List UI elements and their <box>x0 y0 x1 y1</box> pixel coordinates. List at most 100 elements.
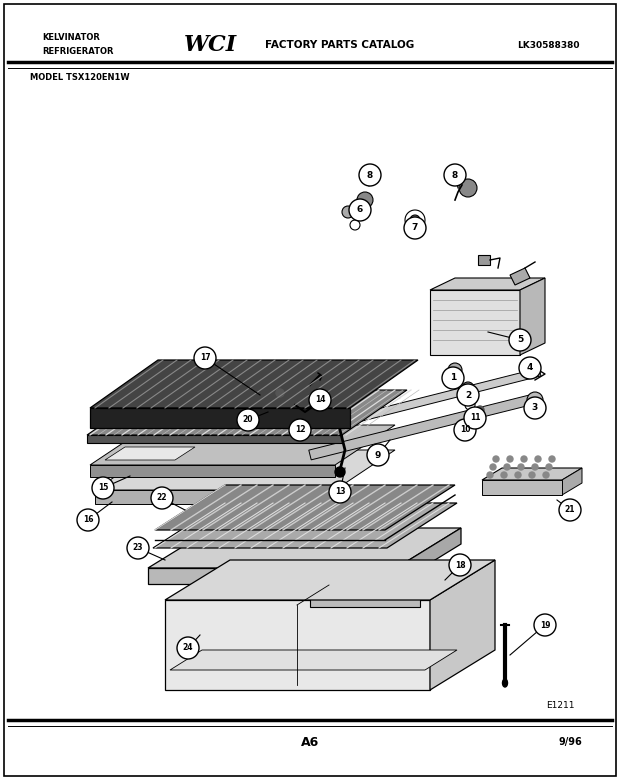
Text: LK30588380: LK30588380 <box>518 41 580 49</box>
Circle shape <box>487 472 493 478</box>
Circle shape <box>329 481 351 503</box>
Polygon shape <box>309 395 531 460</box>
Circle shape <box>501 472 507 478</box>
Text: FACTORY PARTS CATALOG: FACTORY PARTS CATALOG <box>265 40 414 50</box>
Text: WCI: WCI <box>184 34 237 56</box>
Circle shape <box>335 467 345 477</box>
Circle shape <box>276 389 284 397</box>
Circle shape <box>92 477 114 499</box>
Text: 22: 22 <box>157 494 167 502</box>
Circle shape <box>549 456 555 462</box>
Circle shape <box>504 464 510 470</box>
Polygon shape <box>430 560 495 690</box>
Circle shape <box>490 464 496 470</box>
Polygon shape <box>95 490 335 504</box>
Circle shape <box>442 367 464 389</box>
Polygon shape <box>520 278 545 355</box>
Text: 4: 4 <box>527 363 533 373</box>
Polygon shape <box>90 425 395 465</box>
Circle shape <box>464 407 486 429</box>
Text: A6: A6 <box>301 736 319 749</box>
Polygon shape <box>95 450 395 490</box>
Circle shape <box>405 210 425 230</box>
Polygon shape <box>153 503 457 548</box>
Ellipse shape <box>502 679 508 687</box>
Polygon shape <box>165 560 495 600</box>
Text: 20: 20 <box>243 416 253 424</box>
Circle shape <box>349 199 371 221</box>
Text: MODEL TSX120EN1W: MODEL TSX120EN1W <box>30 73 130 83</box>
Polygon shape <box>310 575 452 595</box>
Polygon shape <box>396 528 461 584</box>
Circle shape <box>357 192 373 208</box>
Text: 9: 9 <box>375 451 381 459</box>
Circle shape <box>518 464 524 470</box>
Circle shape <box>534 614 556 636</box>
Text: 5: 5 <box>517 335 523 345</box>
Polygon shape <box>148 568 396 584</box>
Text: 11: 11 <box>470 413 480 423</box>
Circle shape <box>127 537 149 559</box>
Text: E1211: E1211 <box>546 700 575 710</box>
Polygon shape <box>562 468 582 495</box>
Circle shape <box>342 206 354 218</box>
Text: 24: 24 <box>183 644 193 653</box>
Circle shape <box>177 637 199 659</box>
Polygon shape <box>310 595 420 607</box>
Text: 9/96: 9/96 <box>558 737 582 747</box>
Circle shape <box>462 382 474 394</box>
Circle shape <box>309 389 331 411</box>
Text: 12: 12 <box>294 426 305 434</box>
Circle shape <box>444 164 466 186</box>
Text: 18: 18 <box>454 561 466 569</box>
Text: KELVINATOR: KELVINATOR <box>42 34 100 42</box>
Polygon shape <box>430 290 520 355</box>
Polygon shape <box>90 360 418 408</box>
Text: 6: 6 <box>357 205 363 215</box>
Polygon shape <box>165 600 430 690</box>
Text: 23: 23 <box>133 544 143 552</box>
Circle shape <box>535 456 541 462</box>
Text: 1: 1 <box>450 374 456 382</box>
Circle shape <box>449 554 471 576</box>
Circle shape <box>524 397 546 419</box>
Circle shape <box>194 347 216 369</box>
Text: 2: 2 <box>465 391 471 399</box>
Circle shape <box>532 464 538 470</box>
Circle shape <box>515 472 521 478</box>
Bar <box>478 255 490 265</box>
Circle shape <box>448 363 462 377</box>
Text: 3: 3 <box>532 403 538 413</box>
Circle shape <box>454 419 476 441</box>
Circle shape <box>493 456 499 462</box>
Circle shape <box>476 406 484 414</box>
Circle shape <box>527 392 543 408</box>
Text: 16: 16 <box>82 516 93 524</box>
Text: 10: 10 <box>460 426 470 434</box>
Circle shape <box>546 464 552 470</box>
Polygon shape <box>482 480 562 495</box>
Circle shape <box>559 499 581 521</box>
Polygon shape <box>430 278 545 290</box>
Circle shape <box>507 456 513 462</box>
Circle shape <box>543 472 549 478</box>
Circle shape <box>521 456 527 462</box>
Text: 14: 14 <box>315 395 326 405</box>
Circle shape <box>529 472 535 478</box>
Polygon shape <box>482 468 582 480</box>
Circle shape <box>410 215 420 225</box>
Circle shape <box>519 357 541 379</box>
Polygon shape <box>155 485 455 530</box>
Circle shape <box>237 409 259 431</box>
Polygon shape <box>105 447 195 460</box>
Text: 19: 19 <box>540 621 551 629</box>
Polygon shape <box>510 268 530 285</box>
Text: 15: 15 <box>98 484 108 492</box>
Circle shape <box>77 509 99 531</box>
Polygon shape <box>148 528 461 568</box>
Circle shape <box>509 329 531 351</box>
Circle shape <box>289 419 311 441</box>
Circle shape <box>465 400 475 410</box>
Text: 7: 7 <box>412 224 418 232</box>
Polygon shape <box>90 465 335 477</box>
